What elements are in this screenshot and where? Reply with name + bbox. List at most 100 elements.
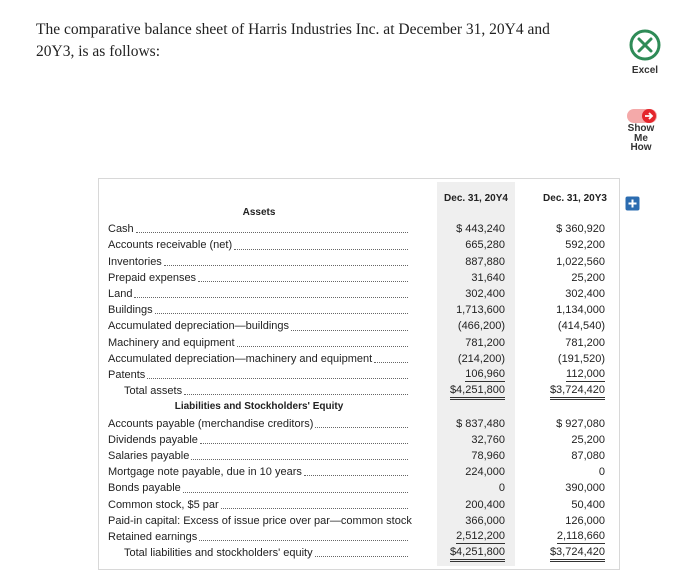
value-20y4: 887,880 [465,255,505,268]
row-label: Accounts payable (merchandise creditors) [108,416,410,432]
label-text: Machinery and equipment [108,336,235,349]
label-text: Buildings [108,304,153,317]
table-frame [98,178,620,570]
table-row: Salaries payable 78,960 87,080 [108,448,608,464]
table-row: Accumulated depreciation—machinery and e… [108,351,608,367]
row-label: Retained earnings [108,529,410,545]
dot-leader [199,529,408,542]
label-text: Accounts receivable (net) [108,239,233,252]
value-20y4: $ 837,480 [456,417,505,430]
value-20y4: $4,251,800 [449,383,505,401]
row-label: Inventories [108,254,410,270]
value-20y4: 2,512,200 [456,530,505,544]
value-20y4: 32,760 [471,433,505,446]
value-20y3: 1,022,560 [556,255,605,268]
label-text: Total assets [124,385,183,398]
value-20y4: (214,200) [457,352,505,365]
dot-leader [236,335,408,347]
value-20y3: (191,520) [557,352,605,365]
value-20y3: 25,200 [571,271,605,284]
row-label: Machinery and equipment [108,335,410,351]
dot-leader [220,497,408,509]
arrow [645,112,654,120]
row-label: Total assets [108,383,410,399]
column-header: Dec. 31, 20Y3 [543,193,607,204]
label-text: Accounts payable (merchandise creditors) [108,417,314,430]
excel-x [637,37,653,53]
dot-leader [374,351,408,363]
dot-leader [147,367,408,380]
row-label: Buildings [108,302,410,318]
dot-leader [182,480,408,493]
label-text: Mortgage note payable, due in 10 years [108,466,302,479]
excel-icon[interactable] [628,28,662,62]
value-20y4: $ 443,240 [456,223,505,236]
label-text: Retained earnings [108,531,198,543]
dot-leader [198,270,408,282]
row-label: Prepaid expenses [108,270,410,286]
label-text: Dividends payable [108,433,198,446]
value-20y4: (466,200) [457,320,505,333]
table-row: Patents 106,960 112,000 [108,367,608,383]
dot-leader [199,432,408,444]
dot-leader [135,221,408,234]
table-row: Retained earnings 2,512,200 2,118,660 [108,529,608,545]
table-row: Accounts receivable (net) 665,280 592,200 [108,237,608,253]
table-row: Machinery and equipment 781,200 781,200 [108,335,608,351]
plus [628,199,637,208]
label-text: Land [108,288,133,300]
value-20y4: 106,960 [465,368,505,382]
row-label: Paid-in capital: Excess of issue price o… [108,513,412,529]
label-text: Common stock, $5 par [108,498,219,511]
dot-leader [315,416,408,428]
value-20y4: 302,400 [465,288,505,300]
value-20y3: $ 927,080 [556,417,605,430]
intro-line: 20Y3, is as follows: [36,43,160,60]
row-label: Mortgage note payable, due in 10 years [108,464,410,480]
value-20y4: 78,960 [471,450,505,462]
table-row: Cash $ 443,240 $ 360,920 [108,221,608,237]
dot-leader [184,383,408,396]
row-label: Land [108,286,410,302]
table-row: Total assets $4,251,800 $3,724,420 [108,383,608,401]
show-me-how[interactable]: Show Me How [620,124,662,153]
value-20y3: $3,724,420 [549,545,605,563]
value-20y4: 1,713,600 [456,304,505,317]
label-text: Cash [108,223,134,236]
dot-leader [234,237,408,250]
dot-leader [314,545,408,558]
dot-leader [191,448,408,461]
value-20y4: 200,400 [465,498,505,511]
value-20y4: 0 [498,482,505,495]
dot-leader [154,302,408,315]
show-me-how-icon[interactable] [626,108,660,124]
label-text: Prepaid expenses [108,271,197,284]
table-row: Buildings 1,713,600 1,134,000 [108,302,608,318]
value-20y3: 50,400 [571,498,605,511]
show-me-how-line: Me [634,132,648,144]
section-heading: Liabilities and Stockholders' Equity [174,401,344,413]
show-me-how-line: Show [627,123,655,134]
value-20y4: 665,280 [465,239,505,252]
value-20y4: 224,000 [465,466,505,479]
value-20y3: $ 360,920 [556,223,605,236]
expand-button[interactable] [625,196,640,211]
value-20y3: 126,000 [565,514,605,527]
label-text: Patents [108,369,146,381]
row-label: Accumulated depreciation—machinery and e… [108,351,410,367]
dot-leader [134,286,408,299]
table-row: Paid-in capital: Excess of issue price o… [108,513,608,529]
value-20y3: 25,200 [571,433,605,446]
value-20y3: (414,540) [557,320,605,333]
table-row: Dividends payable 32,760 25,200 [108,432,608,448]
value-20y4: 781,200 [465,336,505,349]
row-label: Common stock, $5 par [108,497,410,513]
label-text: Accumulated depreciation—buildings [108,320,289,333]
table-row: Inventories 887,880 1,022,560 [108,254,608,270]
label-text: Paid-in capital: Excess of issue price o… [108,514,412,527]
row-label: Accounts receivable (net) [108,237,410,253]
excel-label[interactable]: Excel [631,65,659,76]
value-20y3: 0 [598,466,605,479]
value-20y3: 390,000 [565,482,605,495]
